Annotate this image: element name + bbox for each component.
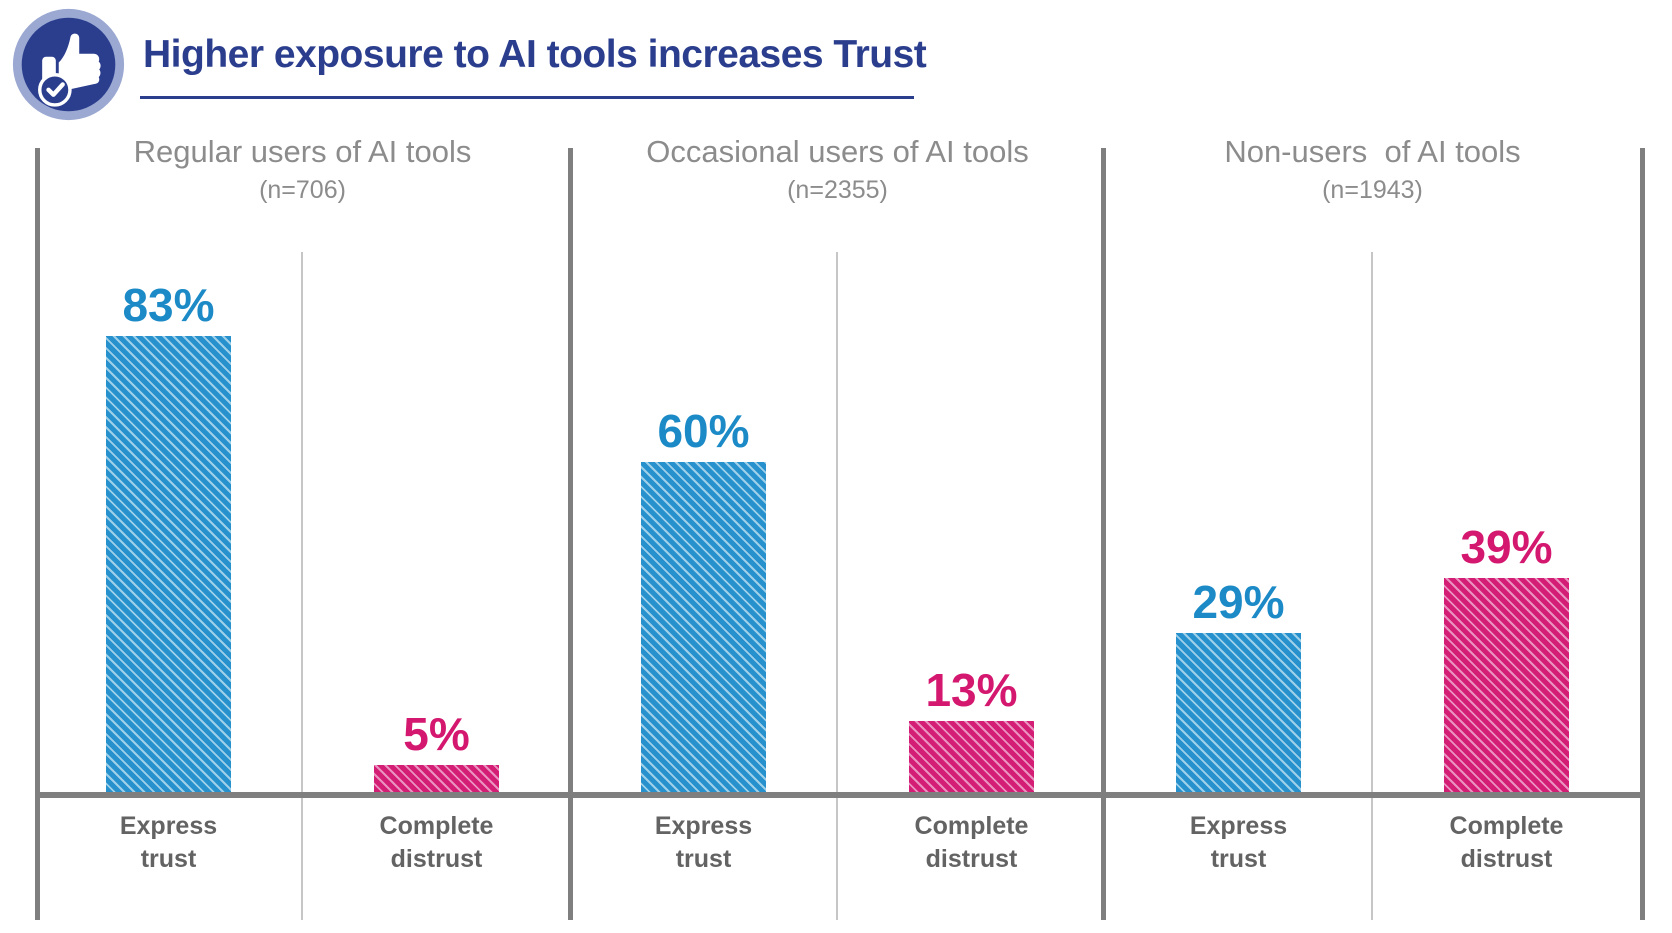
value-label: 13%: [925, 663, 1018, 716]
value-label: 29%: [1192, 575, 1285, 628]
value-label: 39%: [1460, 520, 1553, 573]
bar-chart: Regular users of AI tools (n=706) 83% 5%…: [35, 134, 1645, 920]
bar-complete-distrust: [374, 764, 499, 792]
bar-column-complete-distrust: 13%: [838, 148, 1105, 792]
bar-complete-distrust: [909, 720, 1034, 792]
category-label-express-trust: Express trust: [1189, 812, 1288, 873]
thumbs-up-check-icon: [12, 8, 125, 121]
value-label: 83%: [122, 278, 215, 331]
category-label-express-trust: Express trust: [119, 812, 218, 873]
panel-non-users: Non-users of AI tools (n=1943) 29% 39% E…: [1105, 134, 1640, 920]
x-axis-line: [35, 792, 1645, 798]
bar-column-express-trust: 83%: [35, 148, 302, 792]
panel-divider-2: [1101, 148, 1106, 920]
category-label-complete-distrust: Complete distrust: [379, 812, 494, 873]
panel-title: Non-users of AI tools: [1224, 134, 1521, 169]
sample-size: (n=706): [259, 176, 346, 204]
column-separator-1: [301, 252, 303, 920]
panel-title: Occasional users of AI tools: [646, 134, 1029, 169]
sample-size: (n=1943): [1322, 176, 1423, 204]
bar-complete-distrust: [1444, 577, 1569, 792]
bar-column-complete-distrust: 39%: [1373, 148, 1640, 792]
category-label-complete-distrust: Complete distrust: [1449, 812, 1564, 873]
page-title: Higher exposure to AI tools increases Tr…: [143, 33, 927, 76]
bar-column-express-trust: 29%: [1105, 148, 1372, 792]
panel-regular-users: Regular users of AI tools (n=706) 83% 5%…: [35, 134, 570, 920]
value-label: 5%: [403, 707, 470, 760]
bar-express-trust: [1176, 632, 1301, 792]
panel-title: Regular users of AI tools: [133, 134, 472, 169]
category-label-complete-distrust: Complete distrust: [914, 812, 1029, 873]
panel-divider-1: [568, 148, 573, 920]
frame-line-left: [35, 148, 40, 920]
panel-occasional-users: Occasional users of AI tools (n=2355) 60…: [570, 134, 1105, 920]
bar-express-trust: [641, 462, 766, 792]
frame-line-right: [1640, 148, 1645, 920]
category-label-express-trust: Express trust: [654, 812, 753, 873]
value-label: 60%: [657, 405, 750, 457]
column-separator-2: [836, 252, 838, 920]
sample-size: (n=2355): [787, 176, 888, 204]
column-separator-3: [1371, 252, 1373, 920]
title-underline: [140, 96, 914, 99]
bar-express-trust: [106, 335, 231, 792]
bar-column-express-trust: 60%: [570, 148, 837, 792]
bar-column-complete-distrust: 5%: [303, 148, 570, 792]
